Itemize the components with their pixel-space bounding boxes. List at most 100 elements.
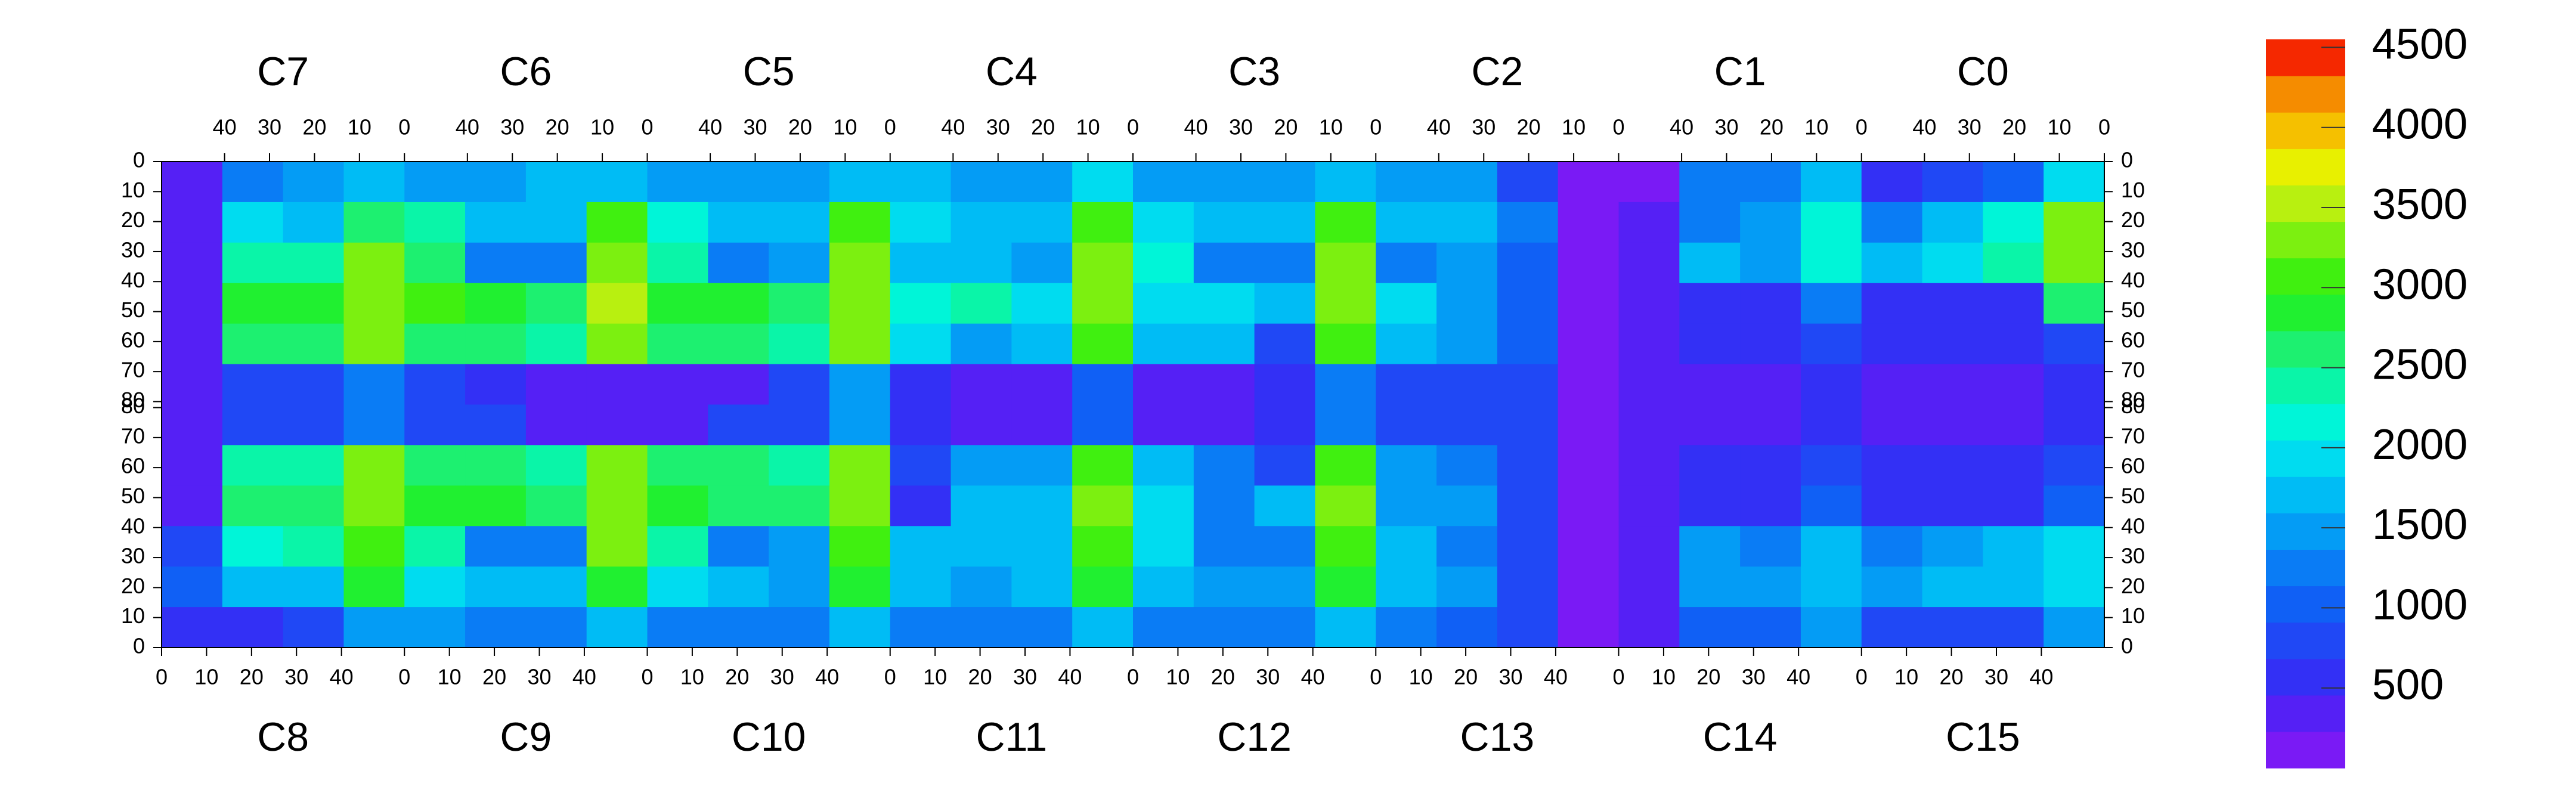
y-tick-label: 60 [121, 454, 145, 478]
heat-cell [1740, 404, 1801, 446]
colorbar-band [2266, 39, 2345, 76]
heat-cell [1558, 242, 1620, 284]
heat-cell [1254, 607, 1316, 648]
x-tick-label: 30 [1256, 665, 1280, 689]
heat-cell [1376, 283, 1437, 324]
y-tick-label: 40 [2121, 513, 2145, 538]
heat-cell [1376, 202, 1437, 243]
colorbar-tick-label: 2000 [2372, 421, 2467, 469]
x-tick-label: 20 [1517, 115, 1541, 140]
heat-cell [769, 283, 830, 324]
x-tick-label: 10 [1894, 665, 1918, 689]
heat-cell [647, 607, 708, 648]
heat-cell [1800, 485, 1862, 527]
heat-cell [222, 364, 284, 405]
x-tick-label: 30 [527, 665, 551, 689]
heat-cell [890, 607, 952, 648]
heat-cell [222, 485, 284, 527]
heat-cell [708, 607, 769, 648]
heat-cell [465, 283, 527, 324]
y-tick-label: 70 [2121, 423, 2145, 448]
heat-cell [404, 323, 466, 365]
colorbar-tick-label: 1500 [2372, 501, 2467, 549]
heat-cell [1254, 566, 1316, 608]
heat-cell [890, 526, 952, 567]
heat-cell [1922, 404, 1983, 446]
heat-cell [283, 364, 345, 405]
heat-cell [950, 162, 1012, 203]
heat-cell [1072, 242, 1134, 284]
heat-cell [1072, 445, 1134, 486]
heat-cell [1983, 404, 2044, 446]
heat-cell [647, 445, 708, 486]
heat-cell [404, 485, 466, 527]
colorbar-band [2266, 330, 2345, 368]
chip-label: C9 [500, 714, 552, 760]
heat-cell [162, 202, 223, 243]
x-tick-label: 40 [572, 665, 596, 689]
y-tick-label: 0 [2121, 148, 2133, 172]
heat-cell [1254, 242, 1316, 284]
heat-cell [1254, 202, 1316, 243]
x-tick-label: 20 [482, 665, 506, 689]
y-tick-label: 50 [121, 484, 145, 508]
heat-cell [1133, 526, 1194, 567]
heat-cell [1679, 445, 1741, 486]
heat-cell [1011, 607, 1073, 648]
x-tick-label: 30 [258, 115, 281, 140]
y-tick-label: 10 [2121, 178, 2145, 202]
heat-cell [769, 526, 830, 567]
x-tick-label: 40 [1670, 115, 1693, 140]
heat-cell [1800, 607, 1862, 648]
x-tick-label: 40 [330, 665, 354, 689]
heat-cell [1315, 202, 1376, 243]
heat-cell [1436, 485, 1498, 527]
x-tick-label: 30 [770, 665, 794, 689]
heat-cell [1254, 323, 1316, 365]
heat-cell [1072, 162, 1134, 203]
heat-cell [1740, 162, 1801, 203]
heat-cell [1861, 202, 1923, 243]
heat-cell [1315, 526, 1376, 567]
colorbar-band [2266, 513, 2345, 550]
x-tick-label: 30 [743, 115, 767, 140]
heat-cell [1193, 283, 1255, 324]
heat-cell [829, 323, 891, 365]
heat-cell [708, 364, 769, 405]
heat-cell [404, 162, 466, 203]
heat-cell [890, 283, 952, 324]
heat-cell [1800, 364, 1862, 405]
heat-cell [708, 526, 769, 567]
heat-cell [1679, 566, 1741, 608]
x-tick-label: 40 [2029, 665, 2053, 689]
x-tick-label: 30 [1229, 115, 1253, 140]
heat-cell [1558, 485, 1620, 527]
heat-cell [1376, 242, 1437, 284]
heat-cell [1193, 526, 1255, 567]
heat-cell [162, 283, 223, 324]
heat-cell [1679, 323, 1741, 365]
heat-cell [1315, 323, 1376, 365]
x-tick-label: 20 [302, 115, 326, 140]
heat-cell [1072, 364, 1134, 405]
heat-cell [465, 242, 527, 284]
heat-cell [647, 526, 708, 567]
x-tick-label: 10 [680, 665, 704, 689]
heat-cell [769, 162, 830, 203]
heat-cell [1497, 404, 1559, 446]
heat-cell [1861, 364, 1923, 405]
heat-cell [1072, 566, 1134, 608]
x-tick-label: 10 [2048, 115, 2072, 140]
heat-cell [769, 242, 830, 284]
colorbar-tick-label: 4000 [2372, 101, 2467, 148]
heat-cell [769, 607, 830, 648]
heat-cell [1133, 162, 1194, 203]
x-tick-label: 30 [1742, 665, 1766, 689]
colorbar-tick-label: 4500 [2372, 20, 2467, 68]
x-tick-label: 40 [1301, 665, 1325, 689]
heat-cell [890, 202, 952, 243]
heat-cell [1922, 283, 1983, 324]
x-tick-label: 30 [986, 115, 1010, 140]
heat-cell [1922, 526, 1983, 567]
x-tick-label: 20 [1940, 665, 1964, 689]
